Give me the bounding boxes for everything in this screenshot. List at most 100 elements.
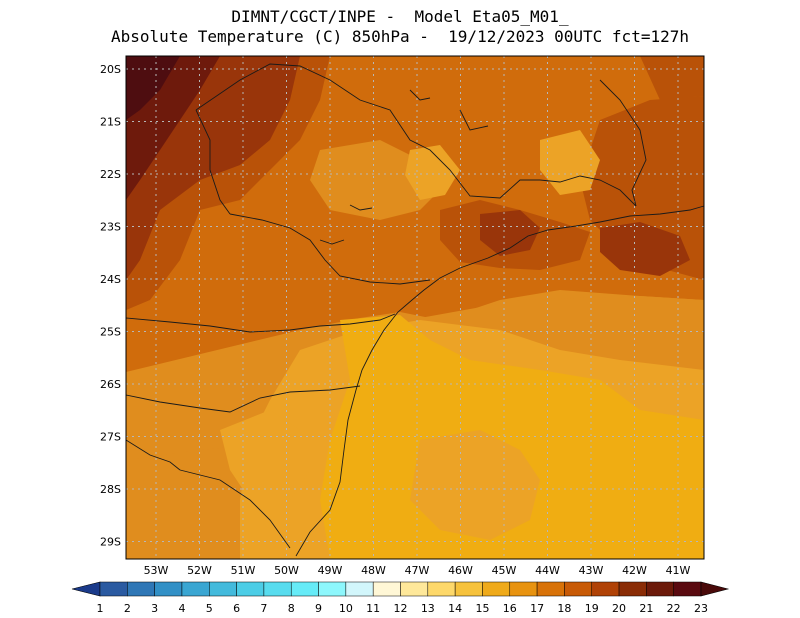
- field-zone-21-east: [600, 222, 690, 276]
- colorbar-label: 23: [694, 602, 708, 615]
- colorbar-label: 2: [124, 602, 131, 615]
- colorbar-label: 19: [585, 602, 599, 615]
- colorbar-swatch: [564, 581, 592, 597]
- colorbar-swatch: [400, 581, 429, 597]
- colorbar-label: 3: [151, 602, 158, 615]
- colorbar-label: 1: [97, 602, 104, 615]
- field-zone-17-east: [540, 130, 600, 195]
- colorbar-swatch: [99, 581, 128, 597]
- colorbar-label: 8: [288, 602, 295, 615]
- colorbar-swatch: [536, 581, 565, 597]
- field-zone-17-southeast: [410, 430, 540, 540]
- lat-label: 20S: [100, 63, 121, 76]
- lon-label: 43W: [579, 564, 604, 577]
- lon-label: 44W: [535, 564, 560, 577]
- state-border-pr-sc: [125, 313, 396, 333]
- colorbar-swatch: [673, 581, 702, 597]
- lake-feature-4: [459, 109, 489, 131]
- colorbar-swatch: [372, 581, 401, 597]
- coastline-borders: [125, 63, 705, 557]
- title-line-1: DIMNT/CGCT/INPE - Model Eta05_M01_: [231, 7, 569, 26]
- colorbar-label: 22: [667, 602, 681, 615]
- coastline: [295, 205, 705, 557]
- colorbar-label: 12: [394, 602, 408, 615]
- field-zone-23: [126, 56, 180, 120]
- colorbar-label: 10: [339, 602, 353, 615]
- lat-label: 29S: [100, 536, 121, 549]
- colorbar-label: 14: [448, 602, 462, 615]
- colorbar-swatch: [345, 581, 374, 597]
- colorbar-swatch: [482, 581, 511, 597]
- colorbar-label: 11: [366, 602, 380, 615]
- lat-label: 26S: [100, 378, 121, 391]
- state-border-mg-sp: [195, 63, 540, 199]
- colorbar-swatch: [646, 581, 674, 597]
- colorbar-label: 5: [206, 602, 213, 615]
- colorbar-label: 18: [557, 602, 571, 615]
- lon-label: 48W: [361, 564, 386, 577]
- lat-label: 27S: [100, 431, 121, 444]
- state-border-mg-es: [599, 79, 647, 207]
- lat-label: 22S: [100, 168, 121, 181]
- temperature-field: [126, 56, 704, 559]
- state-border-argentina-pr: [125, 439, 181, 471]
- lat-label: 21S: [100, 116, 121, 129]
- lon-label: 41W: [666, 564, 691, 577]
- field-zone-18-minas: [310, 140, 440, 220]
- field-zone-20-northeast: [640, 56, 704, 100]
- map-frame: [125, 55, 705, 560]
- field-zone-21-sp: [480, 210, 540, 256]
- colorbar-label: 17: [530, 602, 544, 615]
- lon-label: 51W: [231, 564, 256, 577]
- graticule: [126, 56, 704, 559]
- field-zone-17-minas: [405, 145, 460, 200]
- colorbar-swatch: [263, 581, 292, 597]
- colorbar-label: 16: [503, 602, 517, 615]
- colorbar-label: 4: [178, 602, 185, 615]
- lake-feature-2: [319, 239, 345, 245]
- colorbar-swatch: [318, 581, 347, 597]
- colorbar-label: 9: [315, 602, 322, 615]
- colorbar-label: 7: [260, 602, 267, 615]
- state-border-rs-uruguay: [179, 469, 291, 549]
- colorbar-swatch: [454, 581, 483, 597]
- lake-feature-1: [349, 204, 373, 211]
- colorbar-label: 20: [612, 602, 626, 615]
- state-border-rs-sc: [125, 385, 361, 413]
- lat-label: 24S: [100, 273, 121, 286]
- lon-label: 47W: [405, 564, 430, 577]
- longitude-labels: 53W 52W 51W 50W 49W 48W 47W 46W 45W 44W 43W 42W 41W: [144, 564, 691, 577]
- lat-label: 25S: [100, 326, 121, 339]
- colorbar-label: 13: [421, 602, 435, 615]
- colorbar-swatch: [290, 581, 319, 597]
- colorbar-swatch: [236, 581, 265, 597]
- lon-label: 49W: [318, 564, 343, 577]
- lat-label: 23S: [100, 221, 121, 234]
- colorbar-label: 15: [475, 602, 489, 615]
- latitude-labels: 20S 21S 22S 23S 24S 25S 26S 27S 28S 29S: [100, 63, 121, 549]
- lon-label: 42W: [622, 564, 647, 577]
- lon-label: 53W: [144, 564, 169, 577]
- colorbar-swatch: [618, 581, 647, 597]
- colorbar-swatch: [509, 581, 538, 597]
- colorbar-swatch: [427, 581, 456, 597]
- state-border-sp-pr: [229, 213, 431, 285]
- colorbar-swatch: [154, 581, 183, 597]
- state-border-ms-sp: [195, 109, 231, 215]
- lon-label: 52W: [187, 564, 212, 577]
- colorbar-swatch: [591, 581, 620, 597]
- lat-label: 28S: [100, 483, 121, 496]
- colorbar-label: 6: [233, 602, 240, 615]
- title-line-2: Absolute Temperature (C) 850hPa - 19/12/…: [111, 27, 689, 46]
- lake-feature-3: [409, 89, 431, 101]
- state-border-mg-rj: [539, 175, 637, 207]
- colorbar-swatch: [209, 581, 237, 597]
- colorbar-low-arrow: [71, 581, 101, 597]
- colorbar-high-arrow: [700, 581, 730, 597]
- colorbar-label: 21: [639, 602, 653, 615]
- colorbar-swatch: [181, 581, 210, 597]
- lon-label: 45W: [492, 564, 517, 577]
- lon-label: 46W: [448, 564, 473, 577]
- lon-label: 50W: [274, 564, 299, 577]
